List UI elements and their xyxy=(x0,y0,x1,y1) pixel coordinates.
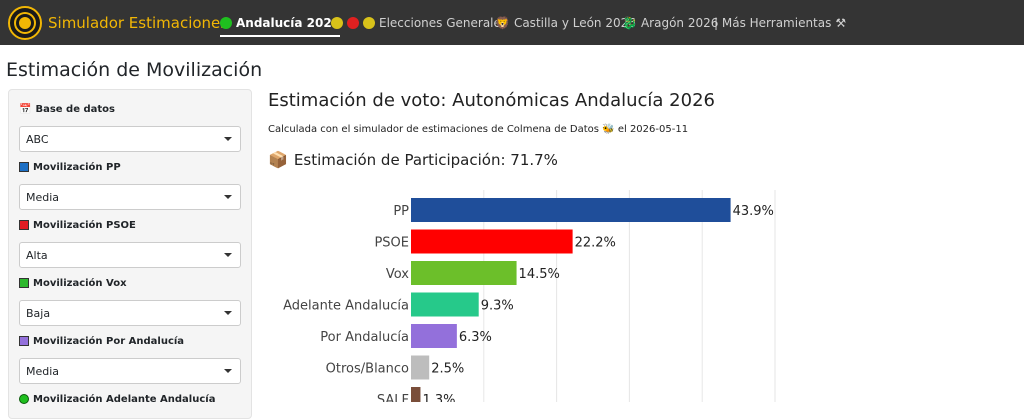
field-label: Movilización Adelante Andalucía xyxy=(33,393,216,405)
subtitle-text: Calculada con el simulador de estimacion… xyxy=(268,124,599,135)
nav-aragon-2026[interactable]: 🐉 Aragón 2026 xyxy=(622,0,718,45)
category-label: Otros/Blanco xyxy=(326,362,409,377)
nav-castilla-leon-2026[interactable]: 🦁 Castilla y León 2026 xyxy=(495,0,636,45)
chevron-down-icon xyxy=(224,253,232,257)
bar-adelante-andalucía[interactable] xyxy=(411,292,479,317)
category-label: PP xyxy=(393,204,409,219)
field-label: Movilización Por Andalucía xyxy=(33,335,185,347)
field-base-datos: 📅 Base de datos ABC xyxy=(19,102,241,152)
green-square-icon xyxy=(19,278,29,288)
box-icon: 📦 xyxy=(268,150,288,169)
subtitle-date: el 2026-05-11 xyxy=(617,124,689,135)
chevron-down-icon xyxy=(224,137,232,141)
vote-estimation-chart: PP 43.9% PSOE 22.2% Vox 14.5% Adelante Andaluc… xyxy=(283,190,776,402)
field-movilizacion-psoe: Movilización PSOE Alta xyxy=(19,218,241,268)
lion-icon: 🦁 xyxy=(495,15,510,30)
select-movilizacion-vox[interactable]: Baja xyxy=(19,300,241,326)
bar-vox[interactable] xyxy=(411,261,517,285)
colmena-logo-icon xyxy=(8,5,42,40)
nav-elecciones-generales[interactable]: Elecciones Generales xyxy=(331,0,507,45)
category-label: Vox xyxy=(386,267,409,282)
nav-label: Aragón 2026 xyxy=(640,15,719,30)
yellow-dot-icon xyxy=(363,16,375,29)
blue-square-icon xyxy=(19,162,29,172)
select-movilizacion-por-andalucia[interactable]: Media xyxy=(19,358,241,384)
select-movilizacion-pp[interactable]: Media xyxy=(19,184,241,210)
select-base-datos[interactable]: ABC xyxy=(19,126,241,152)
participation-text: Estimación de Participación: 71.7% xyxy=(293,150,558,169)
participation-heading: 📦 Estimación de Participación: 71.7% xyxy=(268,150,558,169)
chevron-down-icon xyxy=(224,311,232,315)
field-label: Movilización PP xyxy=(33,161,121,173)
select-value: ABC xyxy=(26,132,49,146)
page-title: Estimación de Movilización xyxy=(6,59,263,81)
top-navbar: Simulador Estimaciones Andalucía 2026 El… xyxy=(0,0,1024,45)
select-value: Media xyxy=(26,364,60,378)
nav-label: Andalucía 2026 xyxy=(236,15,341,30)
category-label: Adelante Andalucía xyxy=(283,299,409,314)
sidebar-panel: 📅 Base de datos ABC Movilización PP Medi… xyxy=(8,89,252,419)
value-label: 2.5% xyxy=(431,362,464,377)
estimation-subtitle: Calculada con el simulador de estimacion… xyxy=(268,124,688,135)
bee-icon: 🐝 xyxy=(602,124,615,135)
value-label: 9.3% xyxy=(481,299,514,314)
value-label: 22.2% xyxy=(575,236,616,251)
nav-mas-herramientas[interactable]: | Más Herramientas ⚒ xyxy=(714,0,850,45)
yellow-dot-icon xyxy=(331,16,343,29)
purple-square-icon xyxy=(19,336,29,346)
value-label: 6.3% xyxy=(459,330,492,345)
nav-andalucia-2026[interactable]: Andalucía 2026 xyxy=(220,0,341,45)
nav-label: Castilla y León 2026 xyxy=(513,15,636,30)
field-movilizacion-adelante-andalucia: Movilización Adelante Andalucía xyxy=(19,392,241,406)
dragon-icon: 🐉 xyxy=(622,15,637,30)
red-dot-icon xyxy=(347,16,359,29)
select-value: Media xyxy=(26,190,60,204)
brand[interactable]: Simulador Estimaciones xyxy=(8,5,229,40)
field-movilizacion-vox: Movilización Vox Baja xyxy=(19,276,241,326)
bar-pp[interactable] xyxy=(411,198,731,222)
bar-psoe[interactable] xyxy=(411,229,573,254)
category-label: PSOE xyxy=(374,236,409,251)
green-dot-icon xyxy=(220,16,232,29)
value-label: 43.9% xyxy=(733,204,774,219)
tools-icon: ⚒ xyxy=(835,15,847,30)
estimation-title: Estimación de voto: Autonómicas Andalucí… xyxy=(268,90,715,111)
red-square-icon xyxy=(19,220,29,230)
nav-label: | Más Herramientas xyxy=(714,15,832,30)
category-label: SALF xyxy=(377,393,409,402)
field-label: Movilización PSOE xyxy=(33,219,136,231)
value-label: 1.3% xyxy=(422,393,455,402)
bar-por-andalucía[interactable] xyxy=(411,324,457,348)
field-label: Movilización Vox xyxy=(33,277,127,289)
brand-title: Simulador Estimaciones xyxy=(48,13,229,32)
chevron-down-icon xyxy=(224,369,232,373)
select-movilizacion-psoe[interactable]: Alta xyxy=(19,242,241,268)
nav-label: Elecciones Generales xyxy=(379,15,508,30)
value-label: 14.5% xyxy=(519,267,560,282)
select-value: Baja xyxy=(26,306,51,320)
category-label: Por Andalucía xyxy=(320,330,409,345)
field-label: Base de datos xyxy=(35,103,115,115)
field-movilizacion-pp: Movilización PP Media xyxy=(19,160,241,210)
calendar-icon: 📅 xyxy=(19,103,32,115)
field-movilizacion-por-andalucia: Movilización Por Andalucía Media xyxy=(19,334,241,384)
green-circle-icon xyxy=(19,394,29,404)
bar-otros-blanco[interactable] xyxy=(411,355,430,380)
bar-salf[interactable] xyxy=(411,387,421,402)
select-value: Alta xyxy=(26,248,48,262)
chevron-down-icon xyxy=(224,195,232,199)
